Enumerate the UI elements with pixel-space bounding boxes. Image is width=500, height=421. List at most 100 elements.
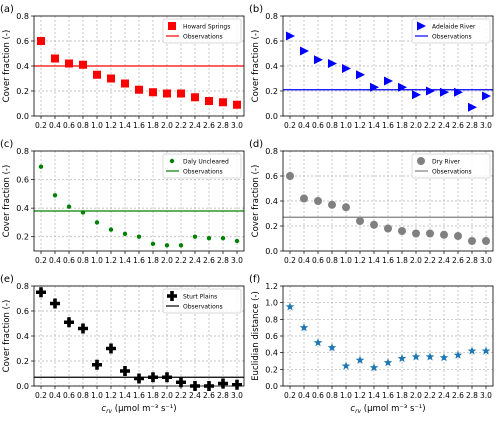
data-point [328,200,336,209]
data-point [299,323,309,332]
x-tick-label: 2.4 [189,256,201,265]
data-point [397,354,407,363]
data-point [149,88,157,97]
x-tick-label: 0.4 [49,256,61,265]
data-point [94,220,100,225]
data-point [454,232,462,240]
y-axis-label: Cover fraction (-) [251,165,261,238]
panel-label: (c) [0,139,13,150]
panel-label: (f) [249,274,260,285]
data-point [205,97,213,105]
y-tick-label: 0.8 [265,147,278,156]
data-point [120,366,130,377]
legend-box [411,18,491,44]
x-tick-label: 1.2 [105,121,117,130]
data-point [286,31,295,41]
y-tick-label: 0.0 [265,247,278,256]
legend: Dry River Observations [411,153,491,179]
data-point [177,89,185,98]
data-point [134,373,144,384]
x-tick-label: 2.8 [466,256,478,265]
data-point [135,85,143,94]
x-tick-label: 1.2 [354,391,366,400]
data-point [286,172,294,180]
x-tick-label: 2.8 [466,121,478,130]
x-tick-label: 2.6 [203,256,215,265]
y-tick-label: 0.2 [265,87,278,96]
x-tick-label: 1.8 [396,391,408,400]
data-point [356,217,364,225]
legend-box [162,18,242,44]
data-point [65,59,73,68]
x-tick-label: 2.0 [161,391,173,400]
legend-observations-label: Observations [183,34,223,41]
data-point [148,372,158,383]
data-point [52,193,58,198]
legend: Daly Uncleared Observations [162,153,242,179]
x-axis-label: crv (μmol m⁻³ s⁻¹) [350,404,425,415]
data-point [206,235,212,241]
data-point [164,243,170,248]
x-tick-label: 1.4 [368,256,380,265]
x-tick-label: 0.4 [298,391,310,400]
x-tick-label: 1.0 [91,121,103,130]
x-tick-label: 1.8 [396,121,408,130]
data-point [162,372,172,383]
data-point [384,76,393,86]
data-point [178,243,184,248]
x-tick-label: 2.4 [438,121,450,130]
x-tick-label: 1.4 [119,256,131,265]
legend-observations-label: Observations [183,304,223,311]
data-point [398,82,407,92]
panel-label: (a) [0,4,14,15]
data-point [314,55,323,65]
data-point [108,227,114,232]
x-tick-label: 1.6 [382,256,394,265]
data-point [468,102,477,112]
legend-marker [417,157,425,165]
data-point [313,338,323,347]
y-tick-label: 0.2 [16,87,29,96]
x-tick-label: 0.4 [49,391,61,400]
data-point [219,98,227,107]
data-point [370,82,379,92]
chart-panel-b: 0.00.20.40.60.80.2 0.4 0.6 0.8 1.0 1.2 1.4 1.6 1… [249,4,494,130]
x-tick-label: 2.2 [175,256,187,265]
y-tick-label: 0.0 [16,382,29,391]
y-axis-label: Cover fraction (-) [2,165,12,238]
x-tick-label: 2.4 [438,256,450,265]
x-tick-label: 0.8 [77,121,89,130]
data-point [50,298,60,309]
data-point [192,234,198,239]
legend: Adelaide River Observations [411,18,491,44]
data-point [482,91,491,101]
x-tick-label: 3.0 [480,391,492,400]
data-point [80,210,86,215]
data-point [285,302,295,311]
data-point [176,377,186,388]
x-tick-label: 0.6 [312,121,324,130]
data-point [412,229,420,238]
x-tick-label: 2.0 [410,121,422,130]
data-point [218,378,228,389]
x-tick-label: 2.2 [424,121,436,130]
legend-series-label: Adelaide River [432,24,476,31]
y-tick-label: 0.0 [16,112,29,121]
x-tick-label: 0.6 [63,256,75,265]
legend-box [162,153,242,179]
x-tick-label: 1.0 [340,391,352,400]
x-tick-label: 2.2 [175,121,187,130]
legend-marker [167,291,177,302]
x-tick-label: 0.8 [326,121,338,130]
legend-marker [168,22,176,30]
y-tick-label: 0.4 [265,62,278,71]
x-tick-label: 2.0 [410,256,422,265]
data-point [106,343,116,354]
x-tick-label: 1.0 [340,256,352,265]
x-tick-label: 0.8 [326,391,338,400]
x-axis-label: crv (μmol m⁻³ s⁻¹) [101,404,176,415]
x-tick-label: 2.8 [466,391,478,400]
x-tick-label: 0.2 [284,391,296,400]
data-point [355,355,365,364]
x-tick-label: 0.6 [63,121,75,130]
